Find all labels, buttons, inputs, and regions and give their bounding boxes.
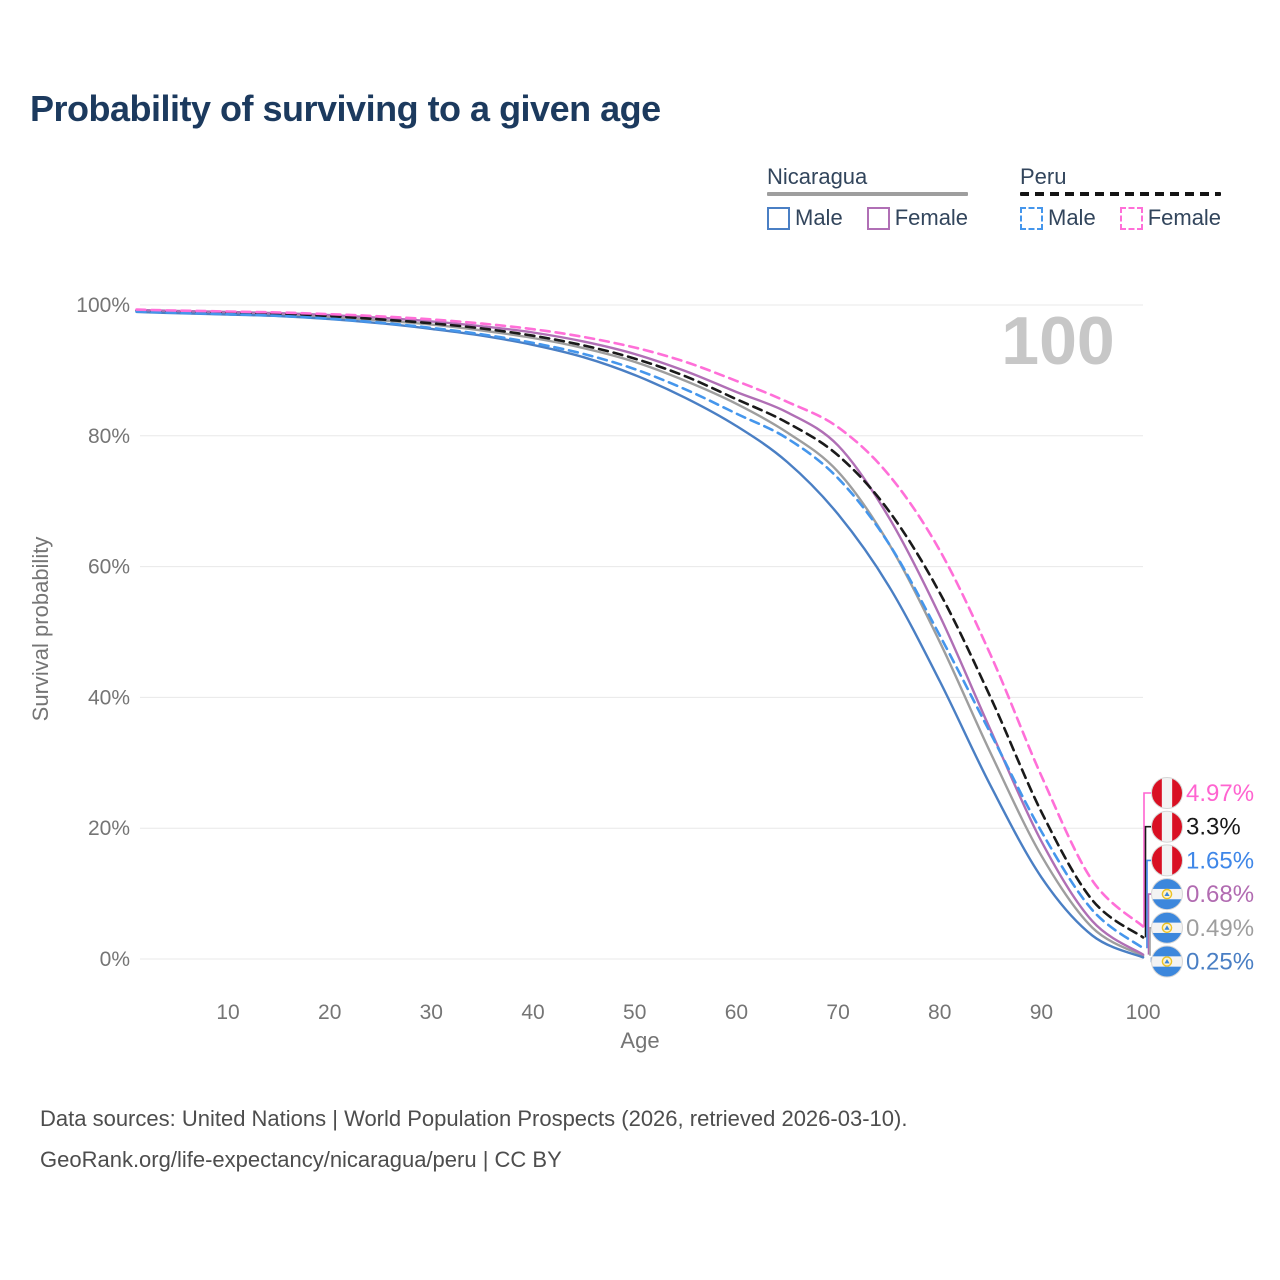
endpoint-connector <box>1146 859 1152 949</box>
legend-country-peru: Peru <box>1020 164 1067 189</box>
nicaragua-line-style-swatch <box>767 192 969 196</box>
legend-country-nicaragua: Nicaragua <box>767 164 868 189</box>
x-tick-label: 80 <box>928 1001 951 1024</box>
peru-flag-icon <box>1151 844 1183 877</box>
footer-sources: Data sources: United Nations | World Pop… <box>40 1106 908 1131</box>
y-tick-label: 40% <box>88 686 130 709</box>
endpoint-label: 4.97% <box>1186 780 1254 807</box>
age-indicator-watermark: 100 <box>1001 303 1114 379</box>
x-tick-label: 40 <box>521 1001 544 1024</box>
series-nicaragua-male <box>135 310 1145 959</box>
x-tick-label: 100 <box>1126 1001 1161 1024</box>
endpoint-label: 3.3% <box>1186 814 1241 841</box>
y-tick-label: 80% <box>88 425 130 448</box>
footer: Data sources: United Nations | World Pop… <box>40 1098 907 1180</box>
x-tick-label: 50 <box>623 1001 646 1024</box>
x-tick-label: 90 <box>1030 1001 1053 1024</box>
y-tick-label: 100% <box>76 294 130 317</box>
nicaragua-female-swatch <box>866 206 890 230</box>
endpoint-connector <box>1147 893 1152 955</box>
nicaragua-flag-icon <box>1151 878 1183 911</box>
endpoint-connector <box>1143 792 1152 927</box>
series-nicaragua <box>135 309 1145 957</box>
y-axis-title: Survival probability <box>28 537 53 722</box>
survival-chart[interactable]: 0% 20% 40% 60% 80% 100% 10 20 30 40 50 60 70 80 90 100 A… <box>0 0 1280 1080</box>
legend-item-peru-female[interactable]: Female <box>1119 205 1222 231</box>
endpoint-label: 0.25% <box>1186 949 1254 976</box>
y-tick-label: 0% <box>100 948 130 971</box>
y-tick-label: 60% <box>88 556 130 579</box>
legend-item-peru-male[interactable]: Male <box>1020 205 1096 231</box>
y-tick-label: 20% <box>88 817 130 840</box>
series-nicaragua-female <box>135 308 1145 956</box>
endpoint-label: 1.65% <box>1186 847 1254 874</box>
nicaragua-flag-icon <box>1151 911 1183 944</box>
legend-item-label: Male <box>795 205 843 230</box>
x-tick-label: 70 <box>826 1001 849 1024</box>
x-tick-label: 20 <box>318 1001 341 1024</box>
endpoint-connector <box>1144 825 1152 938</box>
series-peru-female <box>135 308 1145 928</box>
nicaragua-flag-icon <box>1151 945 1183 978</box>
nicaragua-male-swatch <box>767 206 790 230</box>
peru-male-swatch <box>1020 206 1043 230</box>
legend-group-nicaragua: Nicaragua Male Female <box>767 164 969 231</box>
endpoint-label: 0.49% <box>1186 915 1254 942</box>
endpoint-label: 0.68% <box>1186 881 1254 908</box>
legend-item-nicaragua-female[interactable]: Female <box>866 205 969 231</box>
peru-line-style-swatch <box>1020 192 1222 196</box>
series-peru <box>135 309 1145 939</box>
footer-link: GeoRank.org/life-expectancy/nicaragua/pe… <box>40 1147 562 1172</box>
peru-flag-icon <box>1151 777 1183 809</box>
legend-item-nicaragua-male[interactable]: Male <box>767 205 843 231</box>
legend-item-label: Female <box>894 205 969 230</box>
x-axis-title: Age <box>620 1028 659 1053</box>
legend-item-label: Male <box>1048 205 1096 230</box>
x-tick-label: 30 <box>420 1001 443 1024</box>
legend-group-peru: Peru Male Female <box>1020 164 1222 231</box>
chart-title: Probability of surviving to a given age <box>30 88 661 129</box>
peru-female-swatch <box>1119 206 1143 230</box>
x-tick-label: 60 <box>725 1001 748 1024</box>
legend-item-label: Female <box>1147 205 1222 230</box>
x-tick-label: 10 <box>216 1001 239 1024</box>
peru-flag-icon <box>1151 810 1183 843</box>
series-peru-male <box>135 310 1145 950</box>
